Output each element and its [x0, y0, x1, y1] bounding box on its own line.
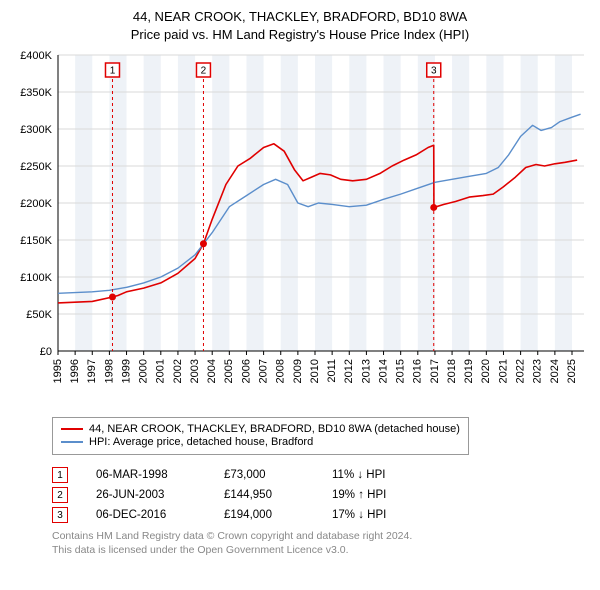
event-price: £73,000 [224, 469, 304, 481]
legend-swatch [61, 428, 83, 430]
event-delta: 19% ↑ HPI [332, 489, 422, 501]
legend-label: HPI: Average price, detached house, Brad… [89, 436, 313, 448]
svg-text:3: 3 [431, 66, 437, 77]
svg-text:2009: 2009 [292, 359, 304, 383]
svg-text:£250K: £250K [20, 161, 52, 173]
svg-text:2000: 2000 [138, 359, 150, 383]
svg-text:2003: 2003 [189, 359, 201, 383]
svg-text:2007: 2007 [258, 359, 270, 383]
legend-label: 44, NEAR CROOK, THACKLEY, BRADFORD, BD10… [89, 423, 460, 435]
event-table: 1 06-MAR-1998 £73,000 11% ↓ HPI 2 26-JUN-2003… [52, 467, 590, 523]
chart-title: 44, NEAR CROOK, THACKLEY, BRADFORD, BD10… [10, 8, 590, 43]
svg-text:2023: 2023 [532, 359, 544, 383]
footer-line-2: This data is licensed under the Open Gov… [52, 543, 590, 557]
footer-line-1: Contains HM Land Registry data © Crown c… [52, 529, 590, 543]
svg-text:£0: £0 [40, 346, 52, 358]
title-line-1: 44, NEAR CROOK, THACKLEY, BRADFORD, BD10… [10, 8, 590, 26]
svg-text:1997: 1997 [86, 359, 98, 383]
event-delta: 11% ↓ HPI [332, 469, 422, 481]
event-delta: 17% ↓ HPI [332, 509, 422, 521]
svg-text:£300K: £300K [20, 124, 52, 136]
svg-text:2012: 2012 [343, 359, 355, 383]
event-date: 06-MAR-1998 [96, 469, 196, 481]
svg-text:2014: 2014 [377, 359, 389, 383]
event-price: £144,950 [224, 489, 304, 501]
svg-text:£150K: £150K [20, 235, 52, 247]
svg-text:£50K: £50K [26, 309, 52, 321]
legend-item: 44, NEAR CROOK, THACKLEY, BRADFORD, BD10… [61, 423, 460, 435]
svg-text:£100K: £100K [20, 272, 52, 284]
svg-text:2018: 2018 [446, 359, 458, 383]
svg-text:2004: 2004 [206, 359, 218, 383]
event-row: 3 06-DEC-2016 £194,000 17% ↓ HPI [52, 507, 590, 523]
event-marker: 2 [52, 487, 68, 503]
svg-text:2: 2 [201, 66, 207, 77]
svg-text:2022: 2022 [515, 359, 527, 383]
legend: 44, NEAR CROOK, THACKLEY, BRADFORD, BD10… [52, 417, 469, 455]
svg-text:2017: 2017 [429, 359, 441, 383]
svg-text:2005: 2005 [223, 359, 235, 383]
svg-text:2015: 2015 [395, 359, 407, 383]
svg-text:2011: 2011 [326, 359, 338, 383]
chart-plot: £0 £50K £100K £150K £200K £250K £300K £350K £400… [10, 49, 590, 409]
event-marker: 1 [52, 467, 68, 483]
svg-text:£200K: £200K [20, 198, 52, 210]
svg-text:1995: 1995 [52, 359, 64, 383]
chart-container: 44, NEAR CROOK, THACKLEY, BRADFORD, BD10… [0, 0, 600, 567]
svg-text:1999: 1999 [120, 359, 132, 383]
svg-text:2024: 2024 [549, 359, 561, 383]
event-marker: 3 [52, 507, 68, 523]
title-line-2: Price paid vs. HM Land Registry's House … [10, 26, 590, 44]
event-row: 2 26-JUN-2003 £144,950 19% ↑ HPI [52, 487, 590, 503]
legend-swatch [61, 441, 83, 443]
svg-text:2010: 2010 [309, 359, 321, 383]
svg-text:2001: 2001 [155, 359, 167, 383]
svg-text:1996: 1996 [69, 359, 81, 383]
svg-text:£400K: £400K [20, 50, 52, 62]
svg-text:1998: 1998 [103, 359, 115, 383]
svg-text:2019: 2019 [463, 359, 475, 383]
svg-text:2020: 2020 [480, 359, 492, 383]
footer-attribution: Contains HM Land Registry data © Crown c… [52, 529, 590, 557]
svg-text:2002: 2002 [172, 359, 184, 383]
svg-text:2008: 2008 [275, 359, 287, 383]
svg-text:2013: 2013 [360, 359, 372, 383]
svg-text:2016: 2016 [412, 359, 424, 383]
svg-text:£350K: £350K [20, 87, 52, 99]
legend-item: HPI: Average price, detached house, Brad… [61, 436, 460, 448]
event-date: 06-DEC-2016 [96, 509, 196, 521]
svg-text:2025: 2025 [566, 359, 578, 383]
svg-text:1: 1 [110, 66, 116, 77]
svg-text:2021: 2021 [497, 359, 509, 383]
event-row: 1 06-MAR-1998 £73,000 11% ↓ HPI [52, 467, 590, 483]
event-date: 26-JUN-2003 [96, 489, 196, 501]
chart-svg: £0 £50K £100K £150K £200K £250K £300K £350K £400… [10, 49, 590, 409]
event-price: £194,000 [224, 509, 304, 521]
svg-text:2006: 2006 [240, 359, 252, 383]
